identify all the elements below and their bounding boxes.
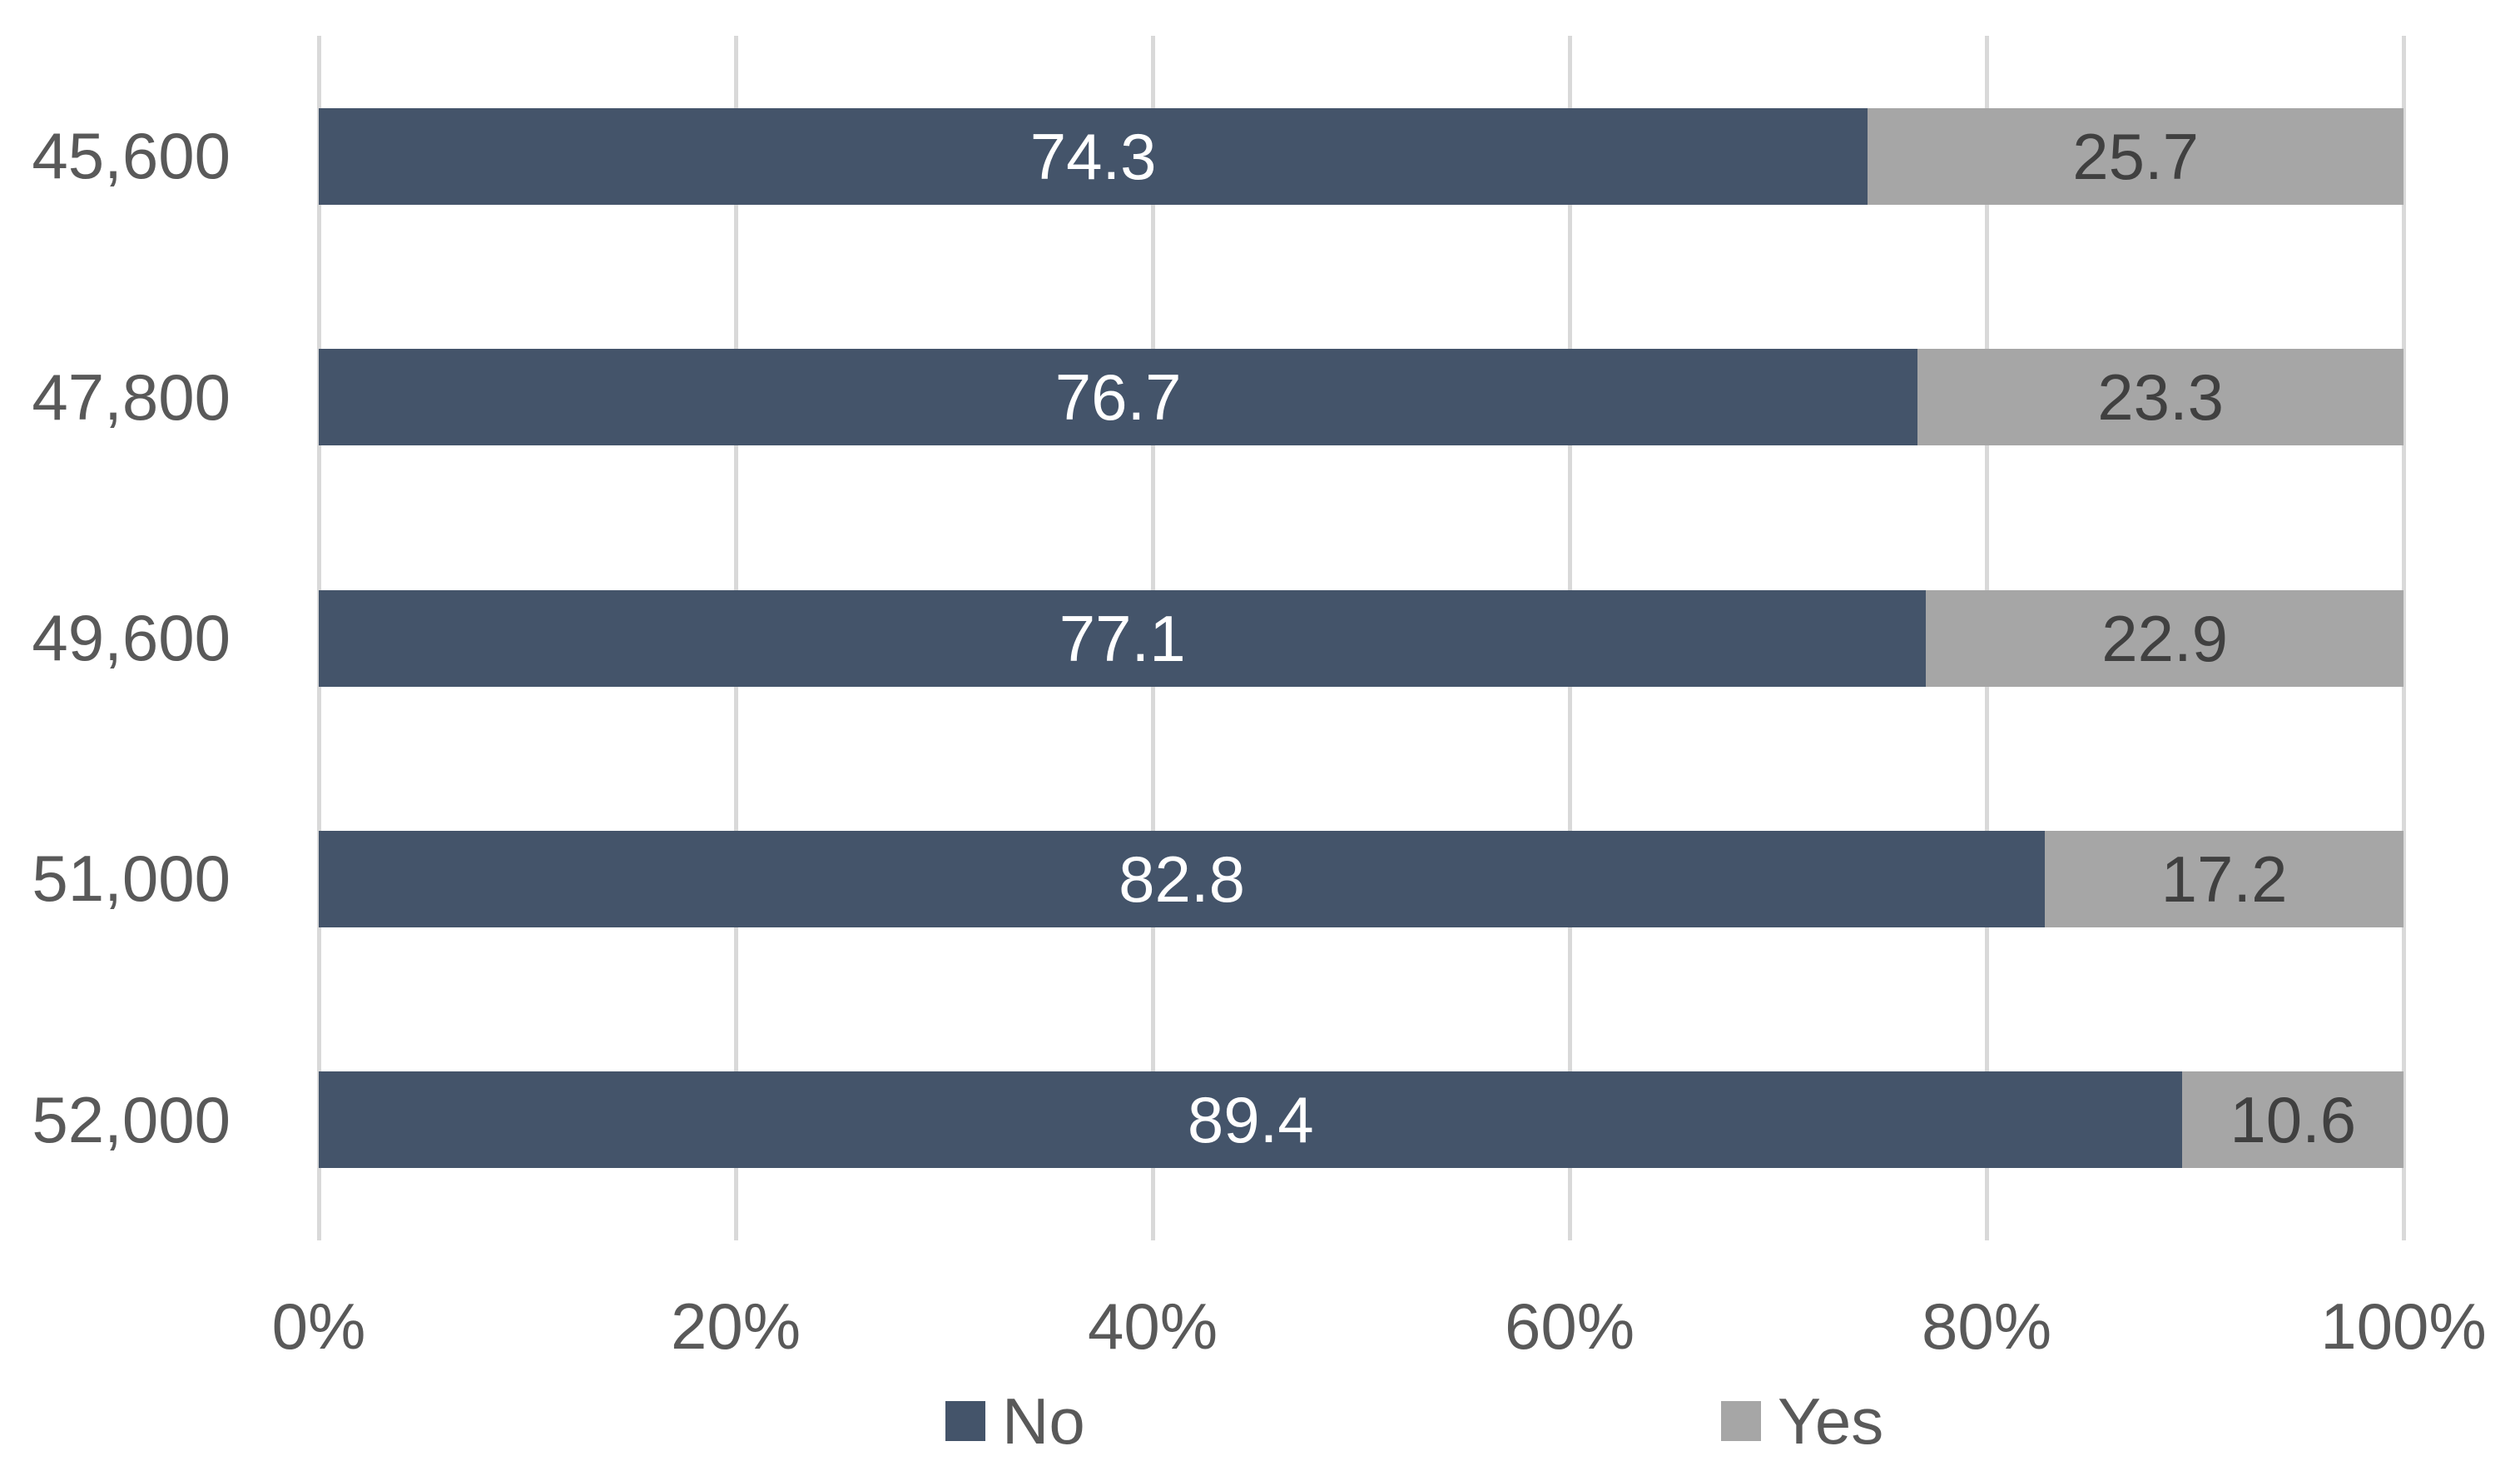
bar-segment-no: 77.1 [319, 589, 1927, 687]
legend-swatch-yes-icon [1721, 1401, 1761, 1441]
bar-row: 77.1 22.9 [319, 589, 2403, 687]
bar-segment-no: 82.8 [319, 830, 2046, 927]
legend-item-no: No [945, 1389, 1085, 1454]
category-label: 49,600 [32, 600, 231, 674]
x-tick-label: 100% [2320, 1290, 2487, 1363]
category-label: 52,000 [32, 1082, 231, 1156]
x-tick-label: 0% [271, 1290, 366, 1363]
bar-segment-no: 76.7 [319, 349, 1918, 446]
category-label: 47,800 [32, 360, 231, 434]
bar-segment-yes: 23.3 [1917, 349, 2403, 446]
bar-segment-yes: 25.7 [1868, 107, 2403, 205]
x-tick-label: 60% [1504, 1290, 1635, 1363]
bar-value-label: 22.9 [2101, 601, 2229, 675]
gridline-100 [2401, 36, 2406, 1240]
bar-segment-no: 74.3 [319, 107, 1868, 205]
bar-segment-yes: 10.6 [2182, 1071, 2403, 1169]
bar-value-label: 17.2 [2160, 842, 2288, 916]
bar-value-label: 23.3 [2097, 360, 2225, 435]
bar-value-label: 10.6 [2230, 1083, 2357, 1157]
legend-label-no: No [1002, 1384, 1085, 1458]
x-tick-label: 40% [1087, 1290, 1218, 1363]
category-label: 45,600 [32, 119, 231, 193]
bar-value-label: 25.7 [2072, 119, 2199, 193]
plot-area: 74.3 25.7 76.7 23.3 77.1 22.9 82.8 17.2 89.4 10.6 [316, 36, 2406, 1240]
x-tick-label: 80% [1921, 1290, 2052, 1363]
bar-segment-yes: 17.2 [2045, 830, 2403, 927]
bar-row: 76.7 23.3 [319, 349, 2403, 446]
bar-segment-no: 89.4 [319, 1071, 2183, 1169]
category-label: 51,000 [32, 842, 231, 916]
bar-value-label: 76.7 [1054, 360, 1182, 435]
bar-row: 74.3 25.7 [319, 107, 2403, 205]
legend-item-yes: Yes [1721, 1389, 1883, 1454]
bar-row: 89.4 10.6 [319, 1071, 2403, 1169]
bar-value-label: 77.1 [1059, 601, 1186, 675]
legend-swatch-no-icon [945, 1401, 985, 1441]
legend-label-yes: Yes [1778, 1384, 1884, 1458]
bar-value-label: 89.4 [1187, 1083, 1314, 1157]
bar-segment-yes: 22.9 [1926, 589, 2403, 687]
bar-value-label: 74.3 [1029, 119, 1157, 193]
bar-value-label: 82.8 [1119, 842, 1245, 916]
bar-row: 82.8 17.2 [319, 830, 2403, 927]
x-tick-label: 20% [670, 1290, 801, 1363]
